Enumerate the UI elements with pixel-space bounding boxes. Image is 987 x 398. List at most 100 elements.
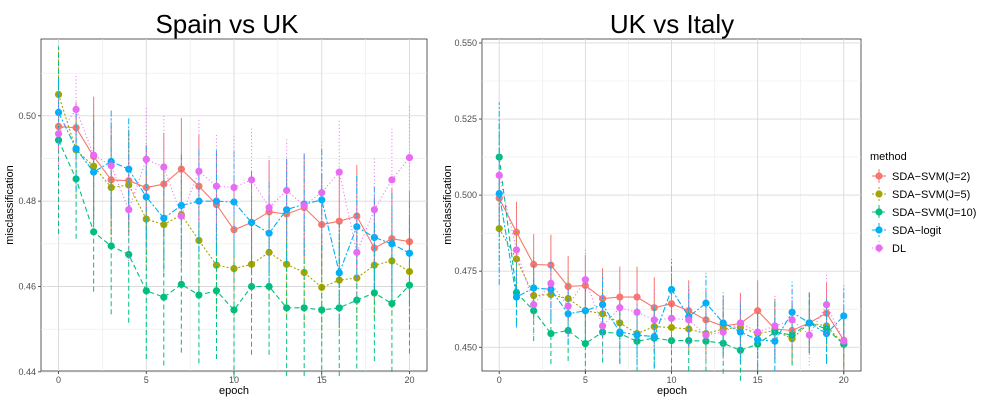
series-line: [57, 94, 410, 289]
data-point: [405, 154, 414, 162]
series-dl: [54, 75, 414, 304]
y-tick-label: 0.475: [454, 266, 477, 276]
y-tick-label: 0.450: [454, 342, 477, 352]
data-point: [547, 285, 555, 294]
data-point: [335, 269, 343, 277]
data-point: [72, 145, 80, 153]
data-point: [177, 201, 185, 210]
data-point: [177, 212, 185, 220]
data-point: [353, 248, 361, 256]
data-point: [212, 197, 221, 205]
data-point: [230, 226, 238, 234]
data-point: [667, 336, 676, 345]
data-point: [160, 293, 168, 301]
data-point: [72, 105, 80, 114]
data-point: [388, 257, 396, 265]
data-point: [283, 186, 291, 195]
x-tick-label: 0: [497, 375, 502, 385]
data-point: [370, 206, 378, 214]
data-point: [212, 287, 221, 295]
data-point: [788, 331, 796, 339]
data-point: [685, 316, 693, 324]
series-uk-italy: [495, 102, 848, 381]
data-point: [54, 108, 63, 116]
data-point: [125, 181, 133, 189]
data-point: [54, 136, 63, 144]
data-point: [247, 282, 256, 291]
data-point: [719, 328, 727, 336]
data-point: [230, 198, 238, 206]
legend-key-point: [875, 190, 883, 198]
x-tick-label: 10: [666, 375, 676, 385]
legend-key-point: [875, 208, 883, 216]
series-dl: [495, 150, 848, 372]
x-tick-label: 10: [229, 375, 239, 385]
data-point: [788, 308, 796, 316]
data-point: [581, 276, 589, 284]
data-point: [754, 307, 762, 315]
series-line: [57, 139, 410, 311]
data-point: [353, 296, 361, 304]
legend-label: SDA−logit: [892, 225, 941, 237]
legend-label: SDA−SVM(J=10): [892, 207, 976, 219]
axes-uk-italy: 0 5 10 15 20 0.450 0.475 0.500 0.525 0.550: [454, 38, 848, 385]
x-tick-label: 5: [144, 375, 149, 385]
data-point: [160, 163, 168, 171]
series-spain-uk: [54, 46, 414, 379]
data-point: [370, 289, 378, 297]
legend-key-point: [875, 244, 883, 252]
data-point: [230, 183, 238, 192]
data-point: [142, 287, 150, 295]
data-point: [388, 299, 396, 308]
data-point: [107, 242, 115, 250]
legend-label: DL: [892, 243, 906, 255]
data-point: [530, 284, 538, 292]
data-point: [300, 201, 308, 210]
x-tick-label: 20: [839, 375, 849, 385]
data-point: [822, 301, 831, 309]
data-point: [265, 282, 273, 291]
data-point: [495, 171, 503, 179]
y-axis-label-spain-uk: misclassification: [4, 165, 16, 244]
data-point: [719, 319, 727, 327]
y-tick-label: 0.500: [454, 190, 477, 200]
legend-title: method: [870, 151, 907, 163]
data-point: [335, 168, 343, 176]
legend-label: SDA−SVM(J=5): [892, 189, 970, 201]
x-tick-label: 15: [753, 375, 763, 385]
data-point: [177, 280, 185, 288]
data-point: [685, 336, 693, 345]
legend-item: DL: [871, 240, 906, 256]
data-point: [822, 329, 831, 338]
data-point: [388, 176, 396, 184]
legend-item: SDA−logit: [871, 222, 941, 238]
data-point: [195, 167, 203, 175]
data-point: [142, 155, 150, 163]
legend-item: SDA−SVM(J=5): [871, 186, 970, 202]
data-point: [530, 307, 538, 315]
data-point: [90, 228, 98, 236]
y-tick-label: 0.50: [18, 111, 36, 121]
data-point: [547, 329, 555, 338]
data-point: [388, 240, 396, 248]
data-point: [54, 130, 63, 138]
y-axis-label-uk-italy: misclassification: [442, 165, 454, 244]
data-point: [495, 189, 503, 198]
data-point: [512, 246, 521, 254]
data-point: [771, 322, 779, 330]
data-point: [840, 312, 848, 320]
legend-label: SDA−SVM(J=2): [892, 171, 970, 183]
data-point: [633, 308, 641, 316]
data-point: [547, 261, 555, 269]
data-point: [90, 151, 98, 159]
data-point: [318, 189, 326, 197]
data-point: [581, 307, 589, 315]
data-point: [265, 203, 273, 212]
data-point: [125, 250, 133, 259]
x-tick-label: 20: [404, 375, 414, 385]
data-point: [247, 176, 256, 184]
data-point: [318, 306, 326, 314]
data-point: [616, 304, 624, 312]
data-point: [736, 319, 745, 327]
data-point: [300, 268, 308, 277]
